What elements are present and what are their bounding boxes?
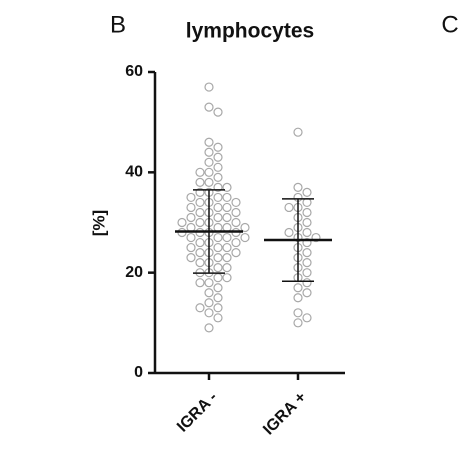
data-point: [302, 288, 312, 298]
data-point: [293, 182, 303, 192]
data-point: [186, 232, 196, 243]
data-point: [204, 82, 214, 92]
data-point: [186, 192, 196, 203]
data-point: [204, 288, 214, 298]
data-point: [231, 217, 241, 228]
data-point: [204, 323, 214, 333]
panel-label: C: [441, 11, 458, 38]
data-point: [213, 242, 223, 253]
data-point: [302, 258, 312, 268]
data-point: [204, 177, 214, 187]
data-point: [213, 313, 223, 323]
y-tick-label: 40: [125, 164, 143, 181]
data-point: [213, 212, 223, 223]
data-point: [195, 187, 205, 197]
data-point: [222, 202, 232, 213]
y-tick-label: 60: [125, 63, 143, 80]
data-point: [213, 182, 223, 192]
x-tick-label: IGRA -: [174, 389, 221, 436]
data-point: [213, 202, 223, 213]
panel-label: B: [110, 11, 126, 38]
data-point: [302, 313, 312, 323]
data-point: [302, 248, 312, 258]
data-point: [231, 197, 241, 208]
chart-title: lymphocytes: [186, 20, 314, 43]
data-point: [222, 212, 232, 223]
data-point: [186, 202, 196, 213]
data-point: [195, 167, 205, 177]
data-point: [204, 298, 214, 308]
data-point: [213, 142, 223, 152]
data-point: [302, 207, 312, 218]
data-point: [204, 102, 214, 112]
data-point: [213, 107, 223, 117]
data-point: [204, 278, 214, 288]
data-point: [222, 182, 232, 192]
data-point: [213, 283, 223, 293]
data-point: [222, 192, 232, 203]
data-point: [222, 263, 232, 273]
data-point: [302, 268, 312, 278]
data-point: [195, 278, 205, 288]
data-point: [284, 227, 294, 238]
data-point: [213, 232, 223, 243]
data-point: [213, 152, 223, 162]
data-point: [293, 127, 303, 137]
data-point: [293, 318, 303, 328]
data-point: [302, 187, 312, 197]
data-point: [231, 207, 241, 218]
data-point: [195, 303, 205, 313]
data-point: [213, 172, 223, 182]
data-point: [240, 222, 250, 233]
data-point: [195, 207, 205, 218]
data-point: [195, 248, 205, 258]
data-point: [302, 227, 312, 238]
data-point: [213, 303, 223, 313]
data-point: [222, 273, 232, 283]
data-point: [293, 308, 303, 318]
data-point: [204, 147, 214, 157]
data-point: [204, 167, 214, 177]
data-point: [195, 197, 205, 208]
data-point: [222, 242, 232, 253]
data-point: [213, 293, 223, 303]
y-tick-label: 20: [125, 264, 143, 281]
data-point: [186, 242, 196, 253]
data-point: [240, 232, 250, 243]
data-point: [311, 232, 321, 243]
data-point: [302, 278, 312, 288]
data-point: [302, 237, 312, 248]
data-point: [213, 273, 223, 283]
y-tick-label: 0: [134, 364, 143, 381]
data-point: [204, 157, 214, 167]
x-tick-label: IGRA +: [260, 389, 310, 439]
data-point: [195, 237, 205, 248]
data-point: [186, 253, 196, 263]
data-point: [186, 212, 196, 223]
data-point: [213, 192, 223, 203]
data-point: [204, 137, 214, 147]
y-axis-label: [%]: [89, 210, 108, 236]
data-point: [293, 283, 303, 293]
data-point: [222, 253, 232, 263]
data-point: [195, 258, 205, 268]
data-point: [195, 177, 205, 187]
data-point: [204, 308, 214, 318]
data-point: [293, 293, 303, 303]
data-point: [222, 232, 232, 243]
data-point: [177, 217, 187, 228]
data-point: [195, 217, 205, 228]
data-point: [231, 237, 241, 248]
data-point: [302, 217, 312, 228]
data-point: [213, 263, 223, 273]
data-point: [213, 253, 223, 263]
data-point: [213, 162, 223, 172]
data-point: [231, 248, 241, 258]
data-point: [284, 202, 294, 213]
